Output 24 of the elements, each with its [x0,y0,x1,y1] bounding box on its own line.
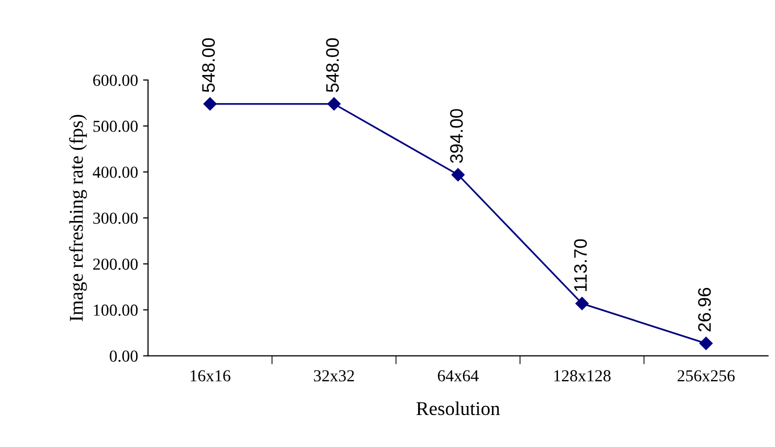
y-tick-label: 500.00 [93,120,138,132]
point [203,97,217,111]
x-axis-title: Resolution [416,401,500,416]
x-tick-label: 16x16 [190,370,230,382]
y-tick-label: 0.00 [110,350,138,362]
y-axis-title: Image refreshing rate (fps) [69,114,87,322]
point [327,97,341,111]
y-tick-label: 300.00 [93,212,138,224]
x-tick-label: 256x256 [678,370,735,382]
point [451,168,465,182]
data-label: 26.96 [698,288,711,332]
y-tick-label: 200.00 [93,258,138,270]
y-tick-label: 600.00 [93,74,138,86]
data-label: 548.00 [202,38,215,92]
x-tick-label: 32x32 [314,370,354,382]
data-label: 394.00 [450,109,463,163]
y-tick-label: 100.00 [94,304,138,316]
x-tick-label: 64x64 [438,370,479,382]
point [699,336,713,350]
point [575,296,589,310]
data-label: 113.70 [574,239,587,292]
y-tick-label: 400.00 [92,166,138,178]
data-label: 548.00 [326,38,339,92]
x-tick-label: 128x128 [554,370,611,382]
